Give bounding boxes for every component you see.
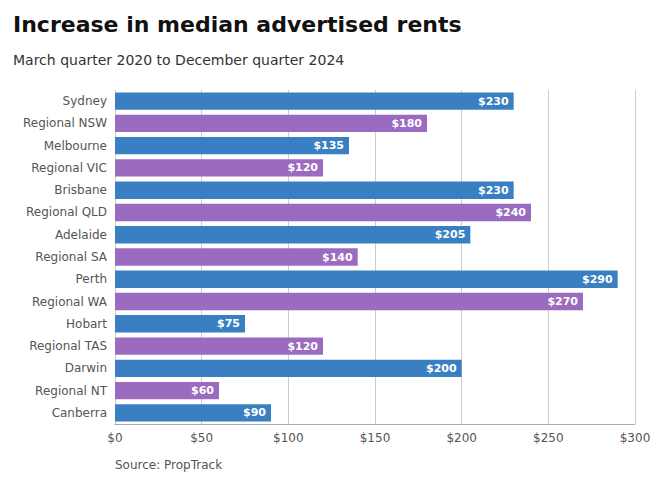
svg-text:$200: $200 bbox=[426, 362, 457, 375]
svg-text:Hobart: Hobart bbox=[66, 317, 107, 331]
svg-text:Adelaide: Adelaide bbox=[55, 228, 107, 242]
svg-text:$230: $230 bbox=[478, 184, 509, 197]
svg-text:Regional VIC: Regional VIC bbox=[31, 161, 107, 175]
svg-text:Brisbane: Brisbane bbox=[54, 183, 107, 197]
svg-text:$270: $270 bbox=[547, 295, 578, 308]
svg-text:$100: $100 bbox=[273, 431, 304, 445]
svg-text:Regional SA: Regional SA bbox=[35, 250, 107, 264]
svg-text:Canberra: Canberra bbox=[52, 406, 107, 420]
svg-text:Regional TAS: Regional TAS bbox=[29, 339, 107, 353]
svg-text:Darwin: Darwin bbox=[65, 361, 107, 375]
svg-text:Melbourne: Melbourne bbox=[44, 139, 107, 153]
svg-text:$230: $230 bbox=[478, 95, 509, 108]
svg-text:$300: $300 bbox=[620, 431, 651, 445]
svg-text:$205: $205 bbox=[435, 228, 466, 241]
svg-text:$120: $120 bbox=[287, 340, 318, 353]
svg-text:$290: $290 bbox=[582, 273, 613, 286]
svg-text:$140: $140 bbox=[322, 251, 353, 264]
svg-text:$180: $180 bbox=[391, 117, 422, 130]
svg-text:$50: $50 bbox=[190, 431, 213, 445]
svg-text:Regional WA: Regional WA bbox=[32, 295, 108, 309]
svg-text:$120: $120 bbox=[287, 161, 318, 174]
svg-text:Sydney: Sydney bbox=[63, 94, 107, 108]
svg-text:Regional NT: Regional NT bbox=[35, 384, 108, 398]
svg-text:$60: $60 bbox=[191, 384, 214, 397]
svg-text:$250: $250 bbox=[533, 431, 564, 445]
svg-text:Source: PropTrack: Source: PropTrack bbox=[115, 458, 222, 472]
svg-text:$240: $240 bbox=[495, 206, 526, 219]
svg-text:$150: $150 bbox=[360, 431, 391, 445]
svg-text:Regional QLD: Regional QLD bbox=[26, 205, 107, 219]
svg-text:Perth: Perth bbox=[76, 272, 107, 286]
svg-text:$135: $135 bbox=[313, 139, 344, 152]
svg-text:Increase in median advertised: Increase in median advertised rents bbox=[13, 12, 462, 37]
svg-text:March quarter 2020 to December: March quarter 2020 to December quarter 2… bbox=[13, 52, 344, 68]
svg-text:$90: $90 bbox=[243, 406, 266, 419]
svg-text:$75: $75 bbox=[217, 317, 240, 330]
svg-text:$200: $200 bbox=[446, 431, 477, 445]
svg-text:$0: $0 bbox=[107, 431, 122, 445]
svg-text:Regional NSW: Regional NSW bbox=[23, 116, 107, 130]
